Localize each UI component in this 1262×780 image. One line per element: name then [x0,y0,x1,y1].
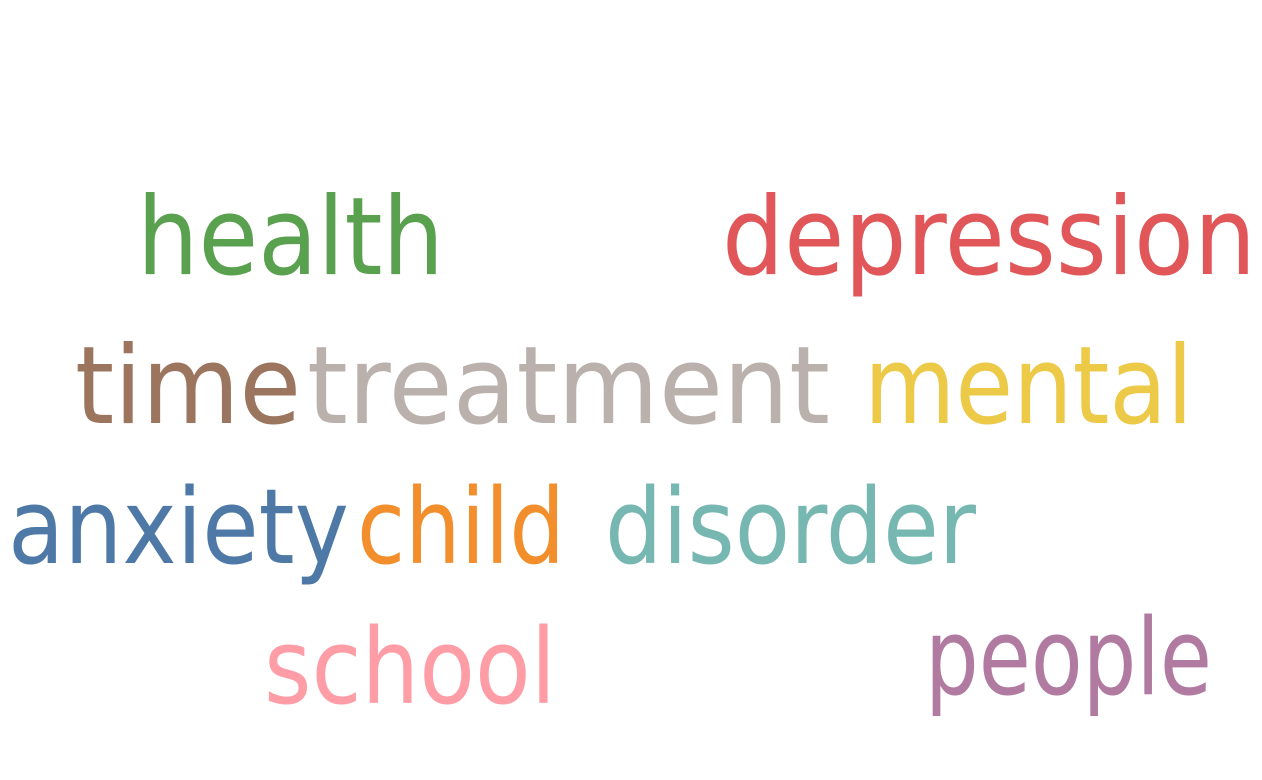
word-school: school [264,606,557,728]
word-treatment: treatment [307,323,830,449]
word-anxiety: anxiety [8,466,349,588]
word-child: child [357,466,565,588]
word-depression: depression [722,174,1256,300]
word-disorder: disorder [605,466,977,588]
word-people: people [925,596,1212,721]
word-time: time [75,323,301,449]
word-mental: mental [864,323,1193,449]
word-health: health [137,174,444,300]
